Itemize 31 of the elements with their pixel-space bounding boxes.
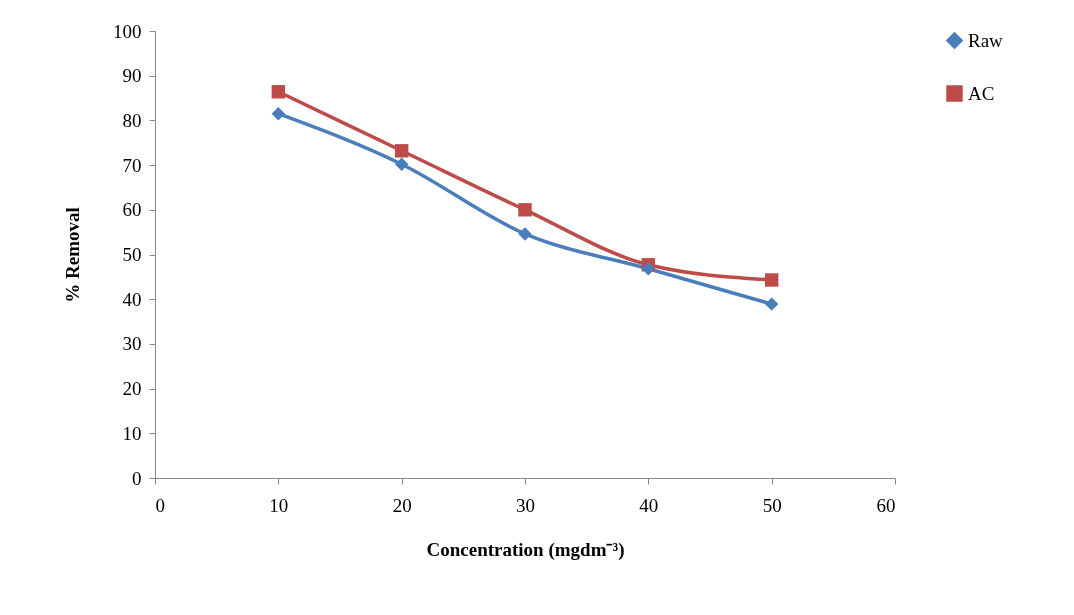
point xyxy=(271,106,286,121)
y-axis-title: % Removal xyxy=(62,207,83,303)
point xyxy=(271,85,286,99)
y-tick-label: 70 xyxy=(122,154,142,176)
legend-label: AC xyxy=(968,82,995,104)
point xyxy=(641,262,656,276)
y-tick-label: 60 xyxy=(122,199,142,221)
y-tick-label: 20 xyxy=(122,378,142,400)
legend-label: Raw xyxy=(968,29,1004,51)
x-tick-label: 20 xyxy=(392,494,412,516)
y-tick-label: 10 xyxy=(122,422,142,444)
point xyxy=(518,227,532,241)
y-tick-label: 30 xyxy=(122,333,142,355)
y-tick-label: 100 xyxy=(113,20,142,42)
point xyxy=(518,203,532,217)
point xyxy=(764,297,779,311)
y-tick-label: 90 xyxy=(122,65,142,87)
x-tick-label: 60 xyxy=(876,494,896,516)
x-tick-label: 10 xyxy=(269,494,289,516)
x-tick-label: 50 xyxy=(762,494,782,516)
point xyxy=(394,157,409,171)
point xyxy=(394,144,409,158)
x-tick-label: 30 xyxy=(516,494,535,516)
x-tick-label: 40 xyxy=(639,494,659,516)
x-tick-label: 0 xyxy=(155,494,165,516)
y-tick-label: 0 xyxy=(132,467,142,489)
y-tick-label: 40 xyxy=(122,288,142,310)
point xyxy=(764,273,779,287)
x-axis-title: Concentration (mgdm⁻³) xyxy=(426,538,625,561)
y-tick-label: 80 xyxy=(122,109,142,131)
y-tick-label: 50 xyxy=(122,244,142,265)
